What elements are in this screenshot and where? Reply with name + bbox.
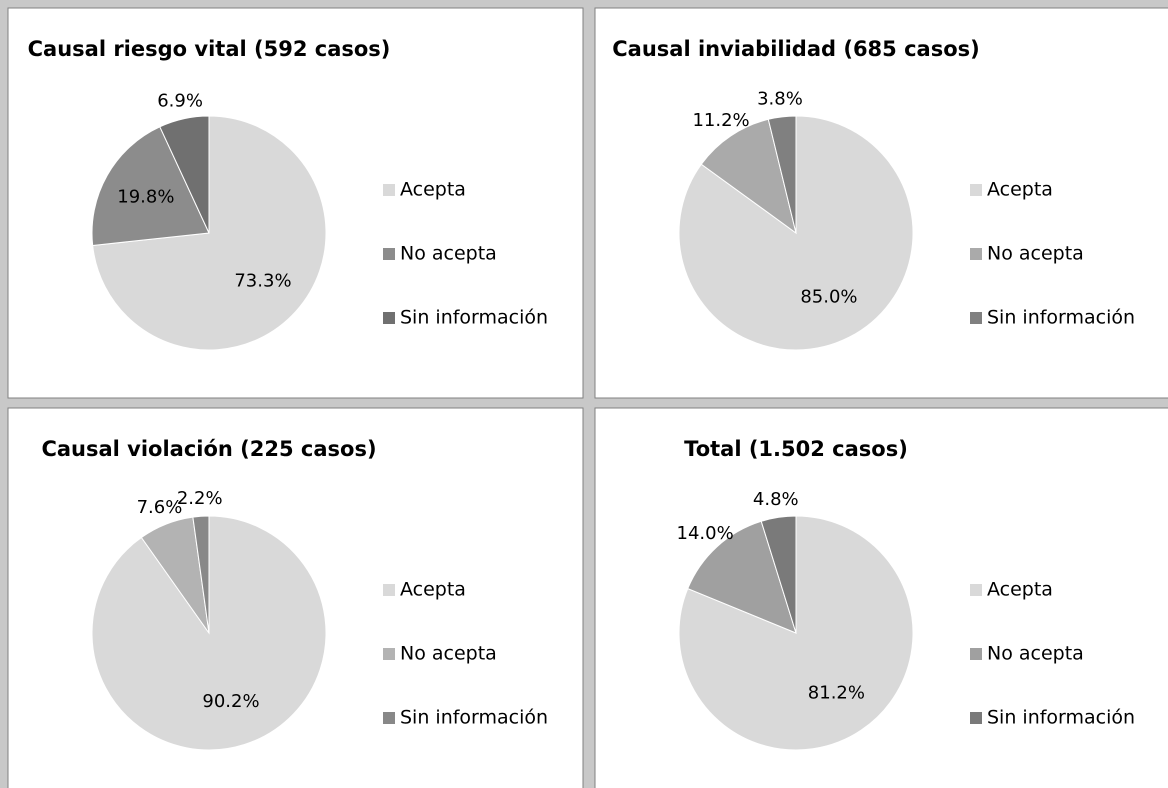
data-label: 85.0% [800,287,857,308]
pie-slice [192,515,210,634]
pie-slice [678,515,914,751]
legend-label: Acepta [400,579,466,601]
legend-swatch [970,584,982,596]
legend-label: No acepta [400,643,497,665]
legend-swatch [383,584,395,596]
pie-slice [91,126,210,247]
legend-label: Sin información [987,307,1135,329]
legend-label: Acepta [987,579,1053,601]
data-label: 2.2% [177,488,223,509]
chart-panel: Causal riesgo vital (592 casos) 73.3% 19.8… [7,7,584,399]
data-label: 90.2% [202,691,259,712]
legend-label: Sin información [987,707,1135,729]
data-label: 11.2% [692,110,749,131]
chart-title: Causal inviabilidad (685 casos) [612,37,979,61]
legend-label: No acepta [400,243,497,265]
pie-slice [700,118,797,235]
legend-swatch [383,248,395,260]
data-label: 6.9% [157,91,203,112]
legend-swatch [383,184,395,196]
legend-label: Sin información [400,707,548,729]
legend-swatch [970,248,982,260]
legend-swatch [970,184,982,196]
legend-label: Sin información [400,307,548,329]
pie-slice [760,515,797,634]
chart-title: Total (1.502 casos) [684,437,908,461]
legend-swatch [970,648,982,660]
legend-label: Acepta [987,179,1053,201]
data-label: 14.0% [677,523,734,544]
legend-label: No acepta [987,643,1084,665]
chart-title: Causal riesgo vital (592 casos) [28,37,391,61]
data-label: 7.6% [137,497,183,518]
legend-label: Acepta [400,179,466,201]
data-label: 81.2% [808,682,865,703]
legend-swatch [383,712,395,724]
pie-slice [767,115,797,234]
legend-swatch [970,712,982,724]
legend-swatch [383,312,395,324]
data-label: 19.8% [117,186,174,207]
data-label: 4.8% [753,489,799,510]
chart-panel: Total (1.502 casos) 81.2% 14.0% 4.8% Acepta N… [594,407,1168,788]
legend-label: No acepta [987,243,1084,265]
data-label: 73.3% [234,270,291,291]
chart-panel: Causal inviabilidad (685 casos) 85.0% 11.2… [594,7,1168,399]
legend-swatch [970,312,982,324]
pie-slice [159,115,210,234]
legend-swatch [383,648,395,660]
pie-slice [687,520,797,634]
chart-panel: Causal violación (225 casos) 90.2% 7.6%2.2… [7,407,584,788]
data-label: 3.8% [757,88,803,109]
chart-title: Causal violación (225 casos) [41,437,376,461]
